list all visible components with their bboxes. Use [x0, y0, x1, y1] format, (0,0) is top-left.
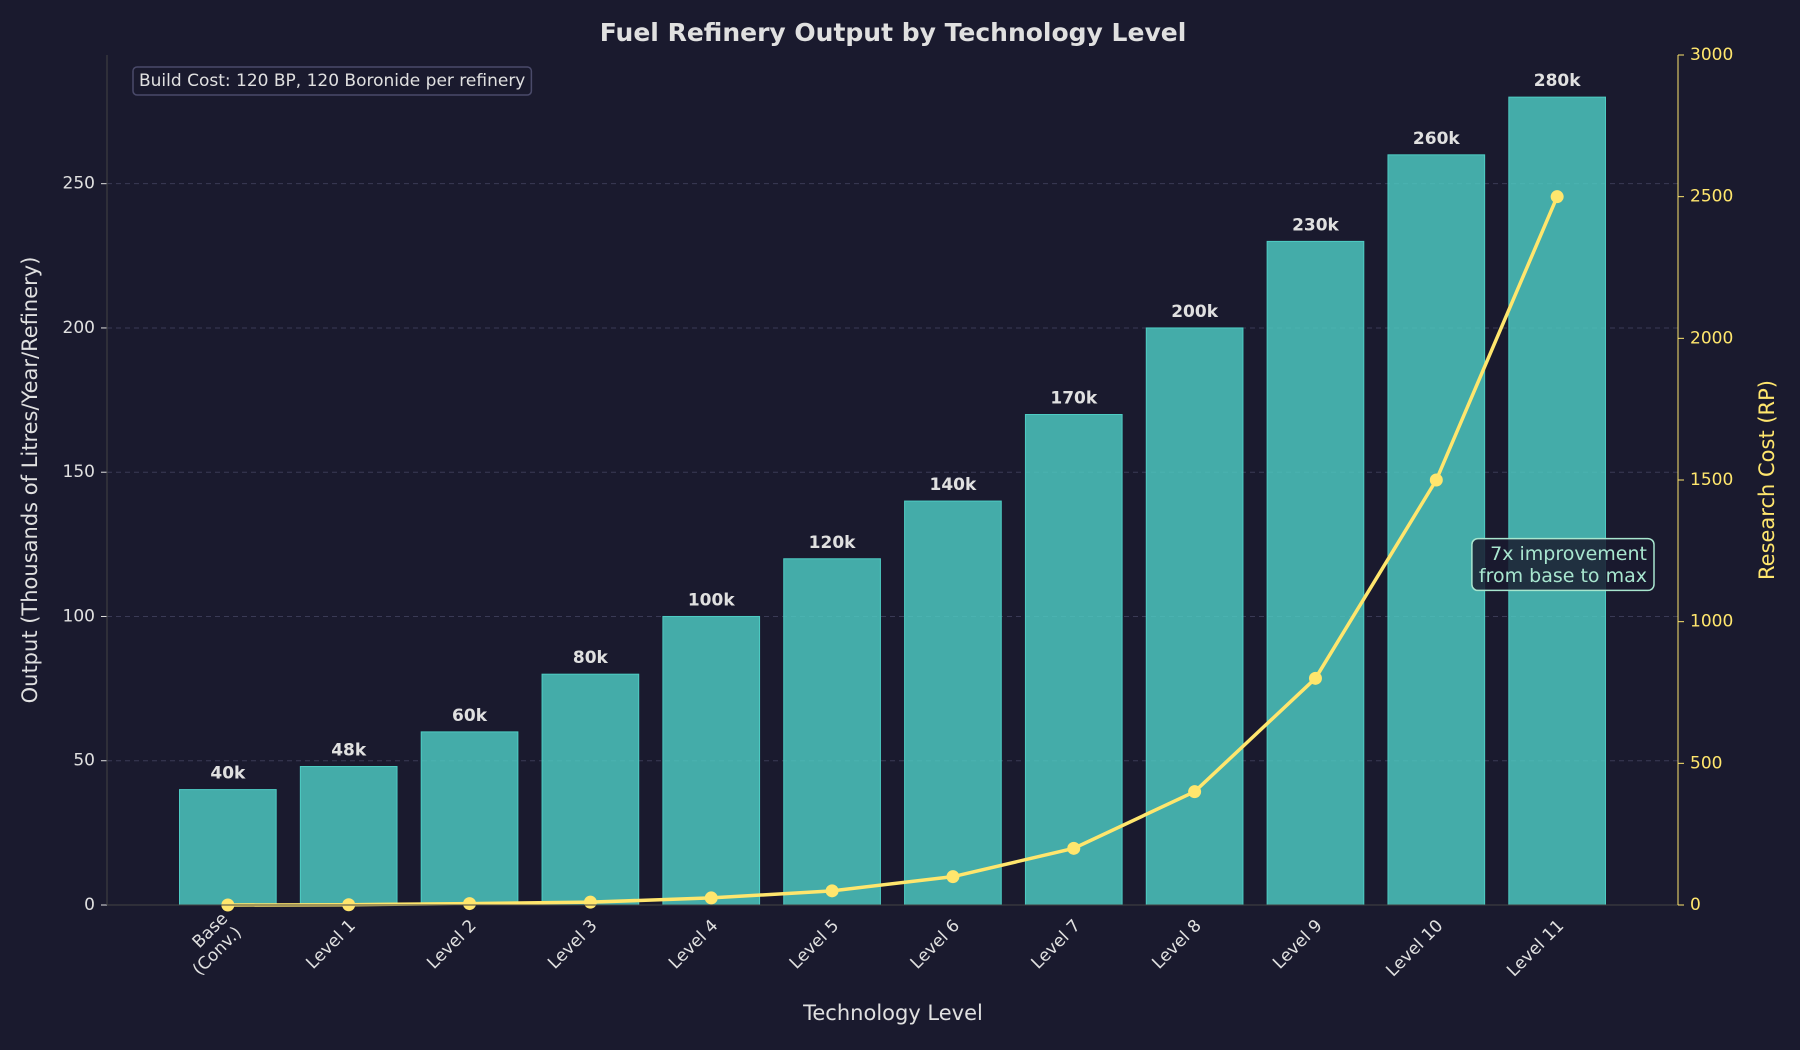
value-label: 60k: [452, 706, 488, 726]
y2-tick-label: 1000: [1690, 612, 1733, 632]
value-label: 80k: [573, 648, 609, 668]
y-tick-label: 150: [63, 462, 95, 482]
y-tick-label: 200: [63, 318, 95, 338]
annotation-box: [1471, 537, 1655, 592]
value-label: 40k: [210, 764, 246, 784]
y-tick-label: 50: [73, 751, 95, 771]
bar: [1266, 240, 1365, 906]
value-label: 260k: [1413, 129, 1460, 149]
line: [227, 195, 1559, 907]
bar: [299, 766, 398, 906]
y2-tick-label: 500: [1690, 753, 1722, 773]
chart-title: Fuel Refinery Output by Technology Level: [600, 18, 1187, 47]
y-tick-label: 100: [63, 606, 95, 626]
line-point: [825, 884, 839, 898]
bar: [1387, 154, 1486, 906]
value-label: 200k: [1171, 302, 1218, 322]
y2-tick-label: 3000: [1690, 45, 1733, 65]
y-axis-label: Output (Thousands of Litres/Year/Refiner…: [18, 257, 42, 704]
value-label: 140k: [930, 475, 977, 495]
y2-tick-label: 1500: [1690, 470, 1733, 490]
bar: [179, 789, 277, 906]
line-point: [1308, 671, 1322, 685]
value-label: 100k: [688, 590, 735, 610]
annotation-box: [132, 66, 533, 96]
x-axis-label: Technology Level: [802, 1001, 983, 1025]
value-label: 48k: [331, 741, 367, 761]
y-tick-label: 250: [63, 174, 95, 194]
bar: [904, 500, 1002, 906]
bar: [420, 731, 519, 906]
bar: [783, 558, 881, 906]
y2-tick-label: 2500: [1690, 187, 1733, 207]
line-point: [463, 897, 477, 911]
line-point: [1550, 190, 1564, 204]
y2-tick-label: 0: [1690, 895, 1701, 915]
line-point: [704, 891, 718, 905]
value-label: 170k: [1050, 389, 1097, 409]
annotation: 7x improvement from base to max: [1479, 543, 1647, 587]
line-point: [1429, 473, 1443, 487]
value-label: 280k: [1534, 71, 1581, 91]
value-label: 230k: [1292, 215, 1339, 235]
bar: [1145, 327, 1244, 906]
line-point: [1067, 841, 1081, 855]
bar: [541, 673, 640, 906]
y2-tick-label: 2000: [1690, 328, 1733, 348]
line-point: [946, 870, 960, 884]
line-point: [583, 895, 597, 909]
line-point: [1188, 785, 1202, 799]
bar: [1508, 96, 1606, 906]
y2-axis-label: Research Cost (RP): [1755, 380, 1779, 580]
annotation: Build Cost: 120 BP, 120 Boronide per ref…: [139, 71, 525, 91]
value-label: 120k: [809, 533, 856, 553]
y-tick-label: 0: [84, 895, 95, 915]
bar: [662, 615, 761, 906]
